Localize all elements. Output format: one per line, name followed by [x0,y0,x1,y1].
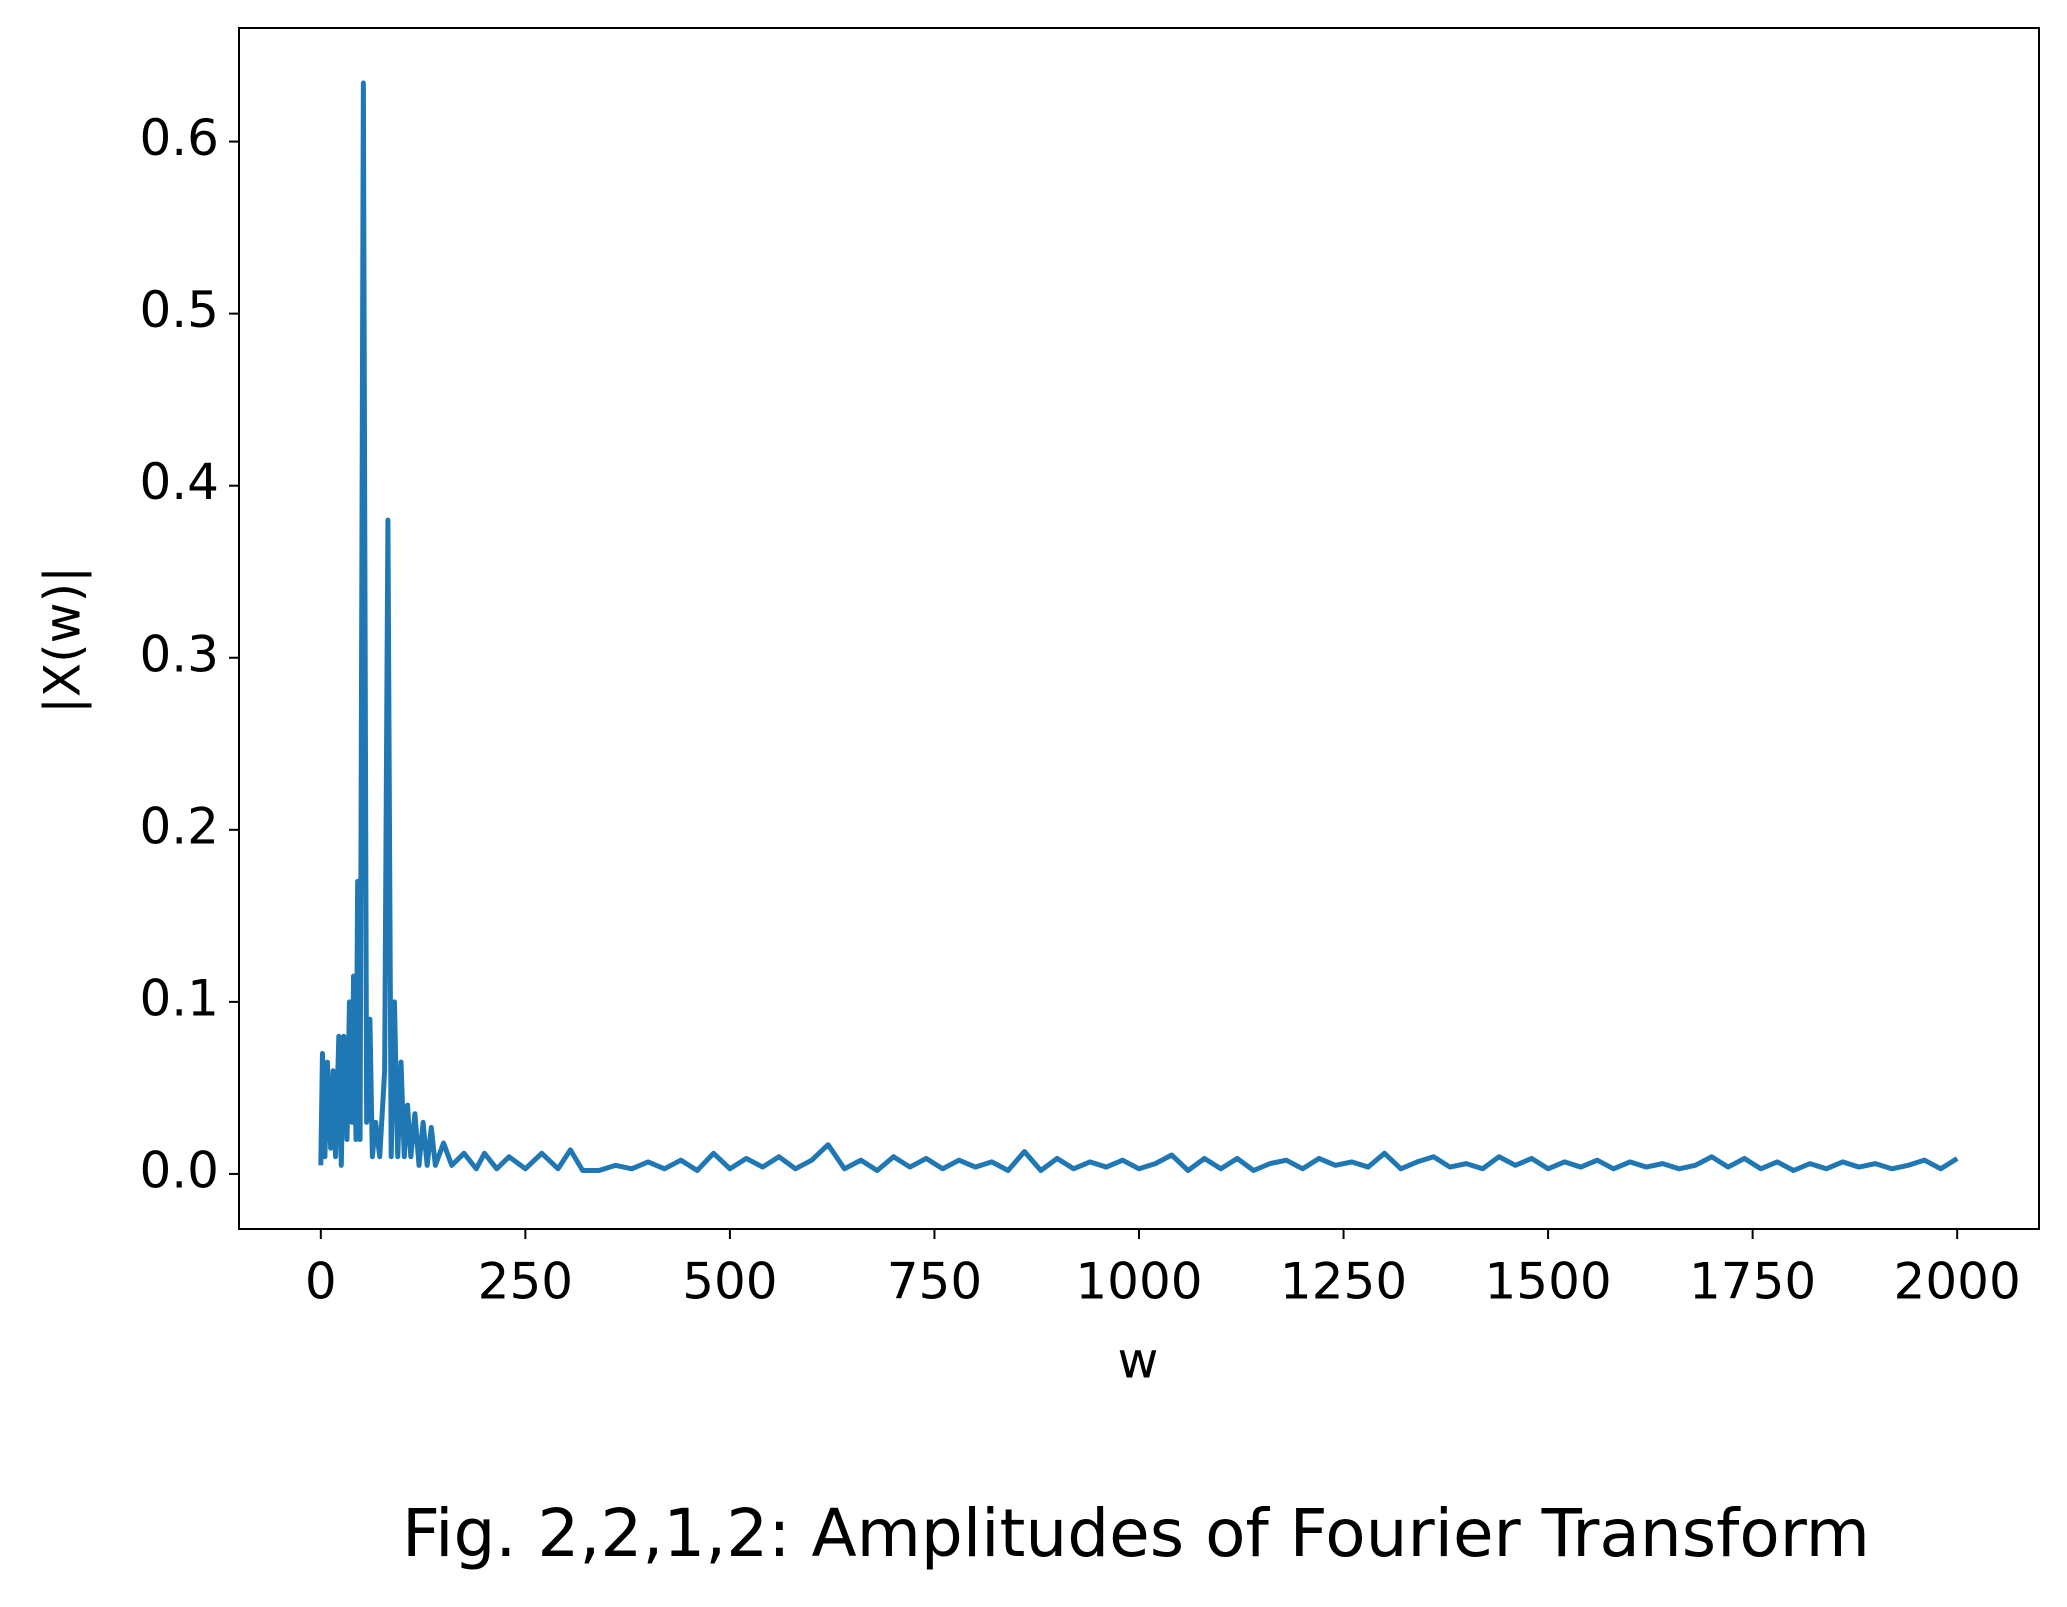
y-tick-label: 0.1 [139,969,219,1027]
x-tick-label: 500 [682,1253,777,1311]
y-tick-label: 0.4 [139,453,219,511]
x-tick-label: 750 [887,1253,982,1311]
y-tick-label: 0.0 [139,1141,219,1199]
y-tick-label: 0.2 [139,797,219,855]
x-tick-label: 1250 [1280,1253,1407,1311]
y-axis-label: |X(w)| [34,566,92,714]
y-tick-label: 0.6 [139,109,219,167]
chart-title: Fig. 2,2,1,2: Amplitudes of Fourier Tran… [402,1495,1870,1572]
y-tick-label: 0.5 [139,281,219,339]
x-tick-label: 1750 [1689,1253,1816,1311]
x-axis-label: w [1118,1332,1159,1390]
plot-frame [238,27,2040,1230]
y-tick-label: 0.3 [139,625,219,683]
x-tick-label: 0 [305,1253,337,1311]
x-tick-label: 250 [478,1253,573,1311]
x-tick-label: 1500 [1484,1253,1611,1311]
data-line [318,80,1959,1173]
x-tick-label: 1000 [1075,1253,1202,1311]
x-tick-label: 2000 [1894,1253,2021,1311]
